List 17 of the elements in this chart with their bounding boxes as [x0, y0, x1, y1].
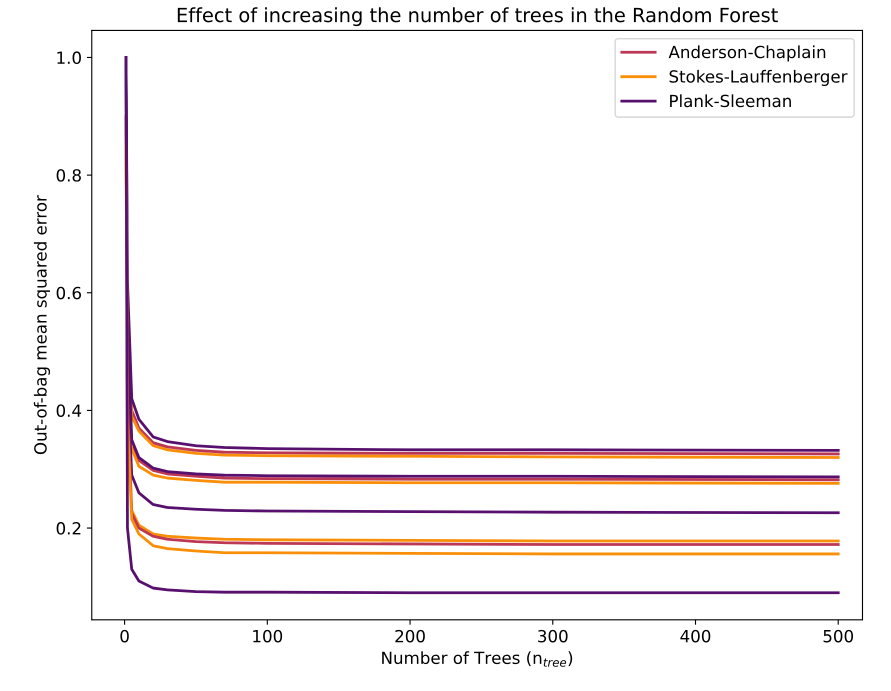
x-tick-label: 400	[680, 630, 710, 642]
chart-title: Effect of increasing the number of trees in the Random Forest	[178, 7, 778, 26]
x-axis-title: Number of Trees (n$_{tree}$)	[382, 651, 572, 667]
x-tick-label: 100	[253, 630, 282, 642]
y-tick-label: 0.4	[56, 404, 82, 417]
x-tick-label: 200	[395, 630, 425, 642]
legend-label: Plank-Sleeman	[670, 94, 791, 108]
y-tick-label: 0.8	[56, 169, 81, 182]
x-tick-label: 0	[120, 630, 129, 642]
x-tick-label: 500	[824, 630, 854, 642]
legend-label: Stokes-Lauffenberger	[670, 70, 848, 86]
y-tick-label: 1.0	[57, 51, 81, 64]
y-axis-title: Out-of-bag mean squared error	[34, 195, 50, 454]
y-tick-label: 0.2	[56, 522, 80, 535]
x-tick-label: 300	[538, 630, 568, 642]
y-tick-label: 0.6	[56, 286, 81, 300]
legend-label: Anderson-Chaplain	[668, 45, 826, 62]
